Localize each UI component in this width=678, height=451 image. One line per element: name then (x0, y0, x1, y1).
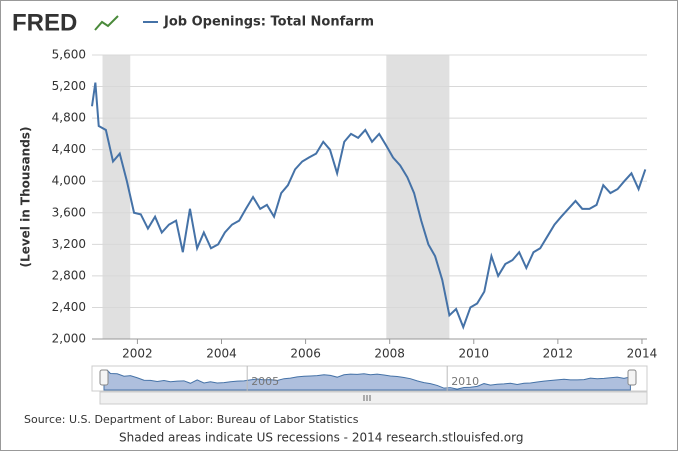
y-tick-label: 2,000 (52, 332, 86, 346)
y-tick-label: 2,800 (52, 268, 86, 282)
y-tick-label: 4,800 (52, 111, 86, 125)
legend-label: Job Openings: Total Nonfarm (163, 15, 374, 30)
navigator-label: 2005 (251, 375, 279, 388)
scroll-grip (363, 395, 371, 401)
navigator-label: 2010 (451, 375, 479, 388)
y-tick-label: 5,600 (52, 48, 86, 62)
navigator-handle[interactable] (99, 369, 109, 386)
y-tick-label: 3,600 (52, 205, 86, 219)
x-tick-label: 2008 (374, 347, 405, 361)
x-tick-label: 2014 (627, 347, 658, 361)
source: Source: U.S. Department of Labor: Bureau… (24, 413, 359, 426)
x-tick-label: 2006 (290, 347, 321, 361)
y-tick-label: 5,200 (52, 79, 86, 93)
x-tick-label: 2010 (458, 347, 489, 361)
recession-band (386, 55, 450, 339)
x-tick-label: 2004 (206, 347, 237, 361)
y-axis-label: (Level in Thousands) (19, 127, 33, 268)
navigator-handle[interactable] (627, 369, 637, 386)
y-tick-label: 3,200 (52, 237, 86, 251)
x-tick-label: 2002 (122, 347, 153, 361)
y-tick-label: 4,000 (52, 174, 86, 188)
series-line (91, 82, 647, 330)
recession-band (102, 55, 131, 339)
footnote: Shaded areas indicate US recessions - 20… (119, 431, 523, 445)
y-tick-label: 4,400 (52, 142, 86, 156)
logo-icon (94, 15, 119, 31)
scrollbar[interactable] (99, 391, 648, 405)
x-tick-label: 2012 (543, 347, 574, 361)
logo: FRED (12, 9, 77, 36)
y-tick-label: 2,400 (52, 300, 86, 314)
navigator-series (103, 369, 631, 391)
